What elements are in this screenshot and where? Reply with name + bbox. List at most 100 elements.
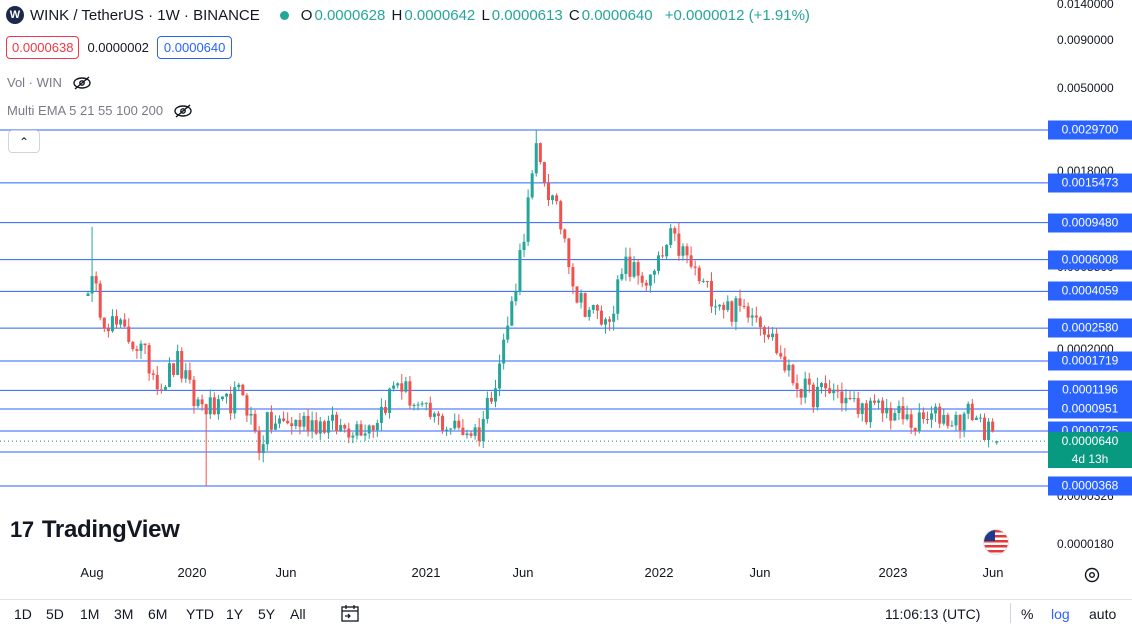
candle-body[interactable] [432, 413, 436, 417]
timeframe-button-3m[interactable]: 3M [114, 606, 134, 622]
candle-body[interactable] [445, 429, 449, 431]
candle-body[interactable] [860, 403, 864, 414]
candle-body[interactable] [245, 395, 249, 416]
candle-body[interactable] [428, 402, 432, 417]
candle-body[interactable] [102, 317, 106, 329]
candle-body[interactable] [571, 267, 575, 287]
candle-body[interactable] [783, 356, 787, 371]
candle-body[interactable] [135, 349, 139, 351]
candle-body[interactable] [269, 412, 273, 430]
candle-body[interactable] [542, 162, 546, 184]
candle-body[interactable] [530, 173, 534, 198]
candle-body[interactable] [958, 414, 962, 431]
timeframe-button-1m[interactable]: 1M [80, 606, 100, 622]
candle-body[interactable] [151, 373, 155, 375]
candle-body[interactable] [758, 317, 762, 328]
candle-body[interactable] [204, 404, 208, 415]
candle-body[interactable] [685, 246, 689, 256]
log-scale-toggle[interactable]: log [1051, 606, 1070, 622]
candle-body[interactable] [253, 413, 257, 431]
candle-body[interactable] [518, 250, 522, 292]
candle-body[interactable] [461, 427, 465, 436]
candle-body[interactable] [905, 414, 909, 420]
candle-body[interactable] [335, 414, 339, 432]
candle-body[interactable] [807, 378, 811, 385]
candle-body[interactable] [872, 400, 876, 403]
candle-body[interactable] [925, 418, 929, 420]
candle-body[interactable] [962, 413, 966, 431]
candle-body[interactable] [196, 399, 200, 407]
timeframe-button-6m[interactable]: 6M [148, 606, 168, 622]
candle-body[interactable] [465, 433, 469, 436]
candle-body[interactable] [815, 386, 819, 408]
sell-price-button[interactable]: 0.0000638 [6, 36, 80, 59]
hidden-eye-icon[interactable] [173, 103, 193, 118]
us-flag-icon[interactable] [983, 529, 1009, 555]
candle-body[interactable] [229, 393, 233, 414]
candle-body[interactable] [188, 370, 192, 380]
candle-body[interactable] [485, 397, 489, 419]
candle-body[interactable] [143, 343, 147, 346]
candle-body[interactable] [249, 413, 253, 416]
candle-body[interactable] [942, 414, 946, 424]
candle-body[interactable] [632, 262, 636, 277]
percent-scale-toggle[interactable]: % [1021, 606, 1034, 622]
candle-body[interactable] [824, 383, 828, 389]
candle-body[interactable] [477, 427, 481, 442]
candle-body[interactable] [742, 305, 746, 307]
candle-body[interactable] [738, 298, 742, 306]
candle-body[interactable] [746, 306, 750, 318]
timeframe-button-all[interactable]: All [290, 606, 306, 622]
candle-body[interactable] [290, 423, 294, 427]
candle-body[interactable] [563, 229, 567, 239]
candle-body[interactable] [363, 433, 367, 436]
candle-body[interactable] [241, 384, 245, 396]
candle-body[interactable] [318, 421, 322, 434]
candle-body[interactable] [388, 388, 392, 413]
candle-body[interactable] [510, 301, 514, 326]
candle-body[interactable] [225, 393, 229, 397]
candle-body[interactable] [730, 301, 734, 322]
candle-body[interactable] [583, 293, 587, 317]
candle-body[interactable] [127, 326, 131, 342]
candle-body[interactable] [220, 396, 224, 400]
collapse-legend-button[interactable]: ⌃ [8, 130, 40, 153]
candle-body[interactable] [628, 256, 632, 277]
candle-body[interactable] [754, 315, 758, 318]
candle-body[interactable] [599, 310, 603, 325]
candle-body[interactable] [155, 374, 159, 390]
candle-body[interactable] [881, 400, 885, 414]
candle-body[interactable] [163, 386, 167, 390]
candle-body[interactable] [775, 333, 779, 354]
candle-body[interactable] [294, 419, 298, 427]
candle-body[interactable] [469, 433, 473, 436]
candle-body[interactable] [889, 407, 893, 421]
candle-body[interactable] [669, 228, 673, 245]
candle-body[interactable] [473, 427, 477, 436]
timeframe-button-1d[interactable]: 1D [14, 606, 32, 622]
candle-body[interactable] [828, 388, 832, 394]
candle-body[interactable] [709, 280, 713, 307]
auto-scale-toggle[interactable]: auto [1089, 606, 1117, 622]
candle-body[interactable] [326, 420, 330, 433]
candle-body[interactable] [339, 425, 343, 432]
candle-body[interactable] [359, 424, 363, 436]
candle-body[interactable] [620, 273, 624, 280]
candle-body[interactable] [306, 415, 310, 432]
candle-body[interactable] [844, 397, 848, 404]
candle-body[interactable] [278, 418, 282, 424]
candle-body[interactable] [200, 399, 204, 405]
candle-body[interactable] [273, 423, 277, 430]
candle-body[interactable] [689, 255, 693, 267]
candle-body[interactable] [978, 417, 982, 419]
candle-body[interactable] [974, 417, 978, 421]
candle-body[interactable] [950, 425, 954, 427]
candle-body[interactable] [261, 444, 265, 454]
candle-body[interactable] [612, 313, 616, 322]
candle-body[interactable] [579, 293, 583, 303]
candle-body[interactable] [396, 383, 400, 386]
tradingview-logo[interactable]: 17 TradingView [10, 516, 180, 544]
candle-body[interactable] [367, 425, 371, 434]
candle-body[interactable] [159, 389, 163, 391]
candle-body[interactable] [302, 415, 306, 427]
